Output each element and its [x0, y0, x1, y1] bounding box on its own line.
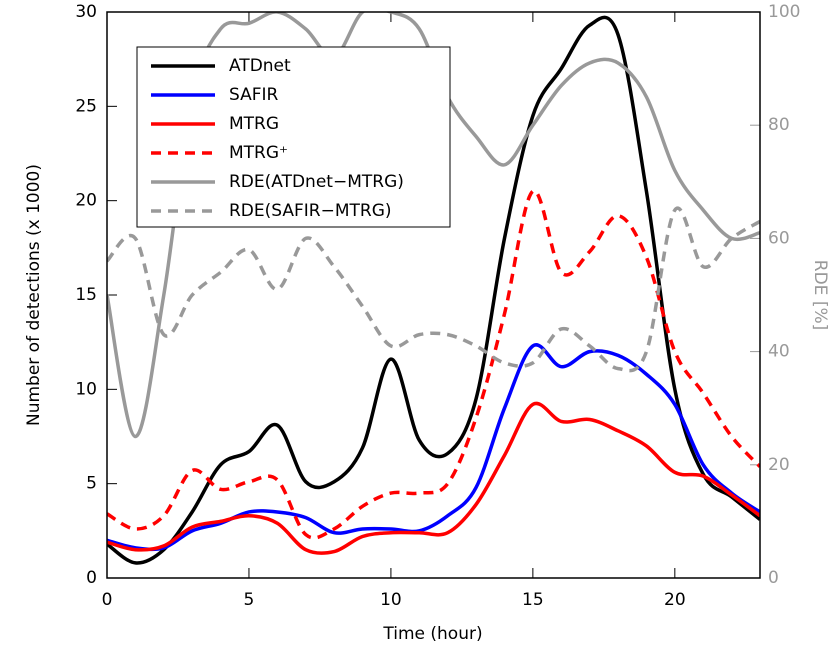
y2-tick-label: 0 [768, 568, 779, 588]
y-tick-label: 15 [75, 285, 97, 305]
series-line [107, 401, 760, 555]
series-line [107, 189, 760, 540]
y-tick-label: 20 [75, 191, 97, 211]
y2-tick-label: 80 [768, 115, 790, 135]
x-tick-label: 0 [102, 590, 113, 610]
series-line [107, 206, 760, 373]
y2-tick-label: 60 [768, 228, 790, 248]
series-line [107, 15, 760, 565]
legend-label: ATDnet [229, 56, 291, 76]
y-axis-label: Number of detections (x 1000) [24, 164, 44, 426]
y-tick-label: 30 [75, 2, 97, 22]
legend-label: SAFIR [229, 85, 279, 105]
y-tick-label: 25 [75, 96, 97, 116]
series-line [107, 343, 760, 552]
y2-axis-label: RDE [%] [810, 260, 830, 330]
legend-label: RDE(ATDnet−MTRG) [229, 172, 404, 192]
x-tick-label: 10 [380, 590, 402, 610]
y-tick-label: 10 [75, 379, 97, 399]
x-tick-label: 20 [664, 590, 686, 610]
x-axis-label: Time (hour) [382, 624, 482, 644]
legend-label: MTRG⁺ [229, 143, 288, 163]
y2-tick-label: 20 [768, 455, 790, 475]
y2-tick-label: 40 [768, 342, 790, 362]
x-tick-label: 15 [522, 590, 544, 610]
legend-box [136, 46, 451, 228]
legend-label: RDE(SAFIR−MTRG) [229, 201, 392, 221]
x-tick-label: 5 [244, 590, 255, 610]
y-tick-label: 5 [86, 474, 97, 494]
legend-label: MTRG [229, 114, 279, 134]
y-tick-label: 0 [86, 568, 97, 588]
plot-frame [106, 11, 761, 579]
y2-tick-label: 100 [768, 2, 800, 22]
